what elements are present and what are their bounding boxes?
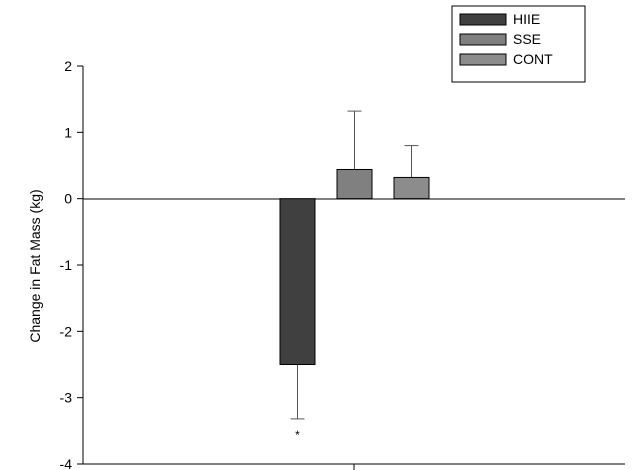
- bar-sse: [336, 168, 373, 200]
- bar-cont: [393, 176, 430, 200]
- legend-label-cont: CONT: [513, 51, 553, 67]
- legend-label-hiie: HIIE: [513, 11, 540, 27]
- legend-swatch-hiie: [459, 13, 507, 26]
- y-tick-label: -2: [60, 323, 73, 339]
- significance-marker: *: [295, 428, 300, 442]
- y-axis-title: Change in Fat Mass (kg): [27, 189, 43, 342]
- legend-label-sse: SSE: [513, 31, 541, 47]
- legend-swatch-sse: [459, 33, 507, 46]
- y-tick-label: 2: [64, 58, 72, 74]
- legend-swatch-cont: [459, 53, 507, 66]
- y-tick-label: -1: [60, 257, 73, 273]
- y-tick-label: -3: [60, 390, 73, 406]
- bar-hiie: [279, 198, 316, 365]
- y-tick-label: -4: [60, 456, 73, 470]
- legend: HIIE SSE CONT: [451, 5, 586, 83]
- y-tick-label: 0: [64, 191, 72, 207]
- y-tick-label: 1: [64, 124, 72, 140]
